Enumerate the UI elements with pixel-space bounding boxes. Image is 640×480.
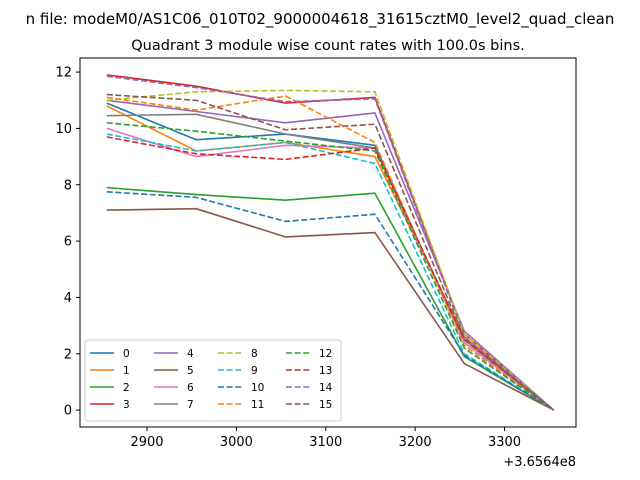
series-line-5 — [106, 207, 555, 411]
y-axis: 0 2 4 6 8 10 12 — [55, 66, 80, 419]
y-tick-label: 6 — [64, 235, 72, 250]
legend-label-4: 4 — [187, 348, 194, 360]
y-tick-label: 0 — [64, 404, 72, 419]
x-axis-offset-label: +3.6564e8 — [503, 455, 576, 470]
legend-label-2: 2 — [123, 382, 130, 394]
x-tick-label: 3200 — [399, 435, 432, 450]
legend-label-13: 13 — [319, 365, 332, 377]
series-line-14 — [106, 75, 555, 411]
legend-label-10: 10 — [251, 382, 264, 394]
x-tick-label: 3100 — [309, 435, 342, 450]
series-line-2 — [106, 186, 555, 411]
plot-frame — [79, 57, 577, 428]
legend-box — [84, 339, 342, 422]
series-line-8 — [106, 89, 555, 411]
x-tick-label: 2900 — [130, 435, 163, 450]
legend-label-5: 5 — [187, 365, 194, 377]
legend-label-3: 3 — [123, 399, 130, 411]
series-layer — [106, 74, 555, 411]
x-tick-label: 3300 — [488, 435, 521, 450]
legend-label-7: 7 — [187, 399, 194, 411]
legend-label-12: 12 — [319, 348, 332, 360]
y-tick-label: 12 — [55, 66, 72, 81]
legend-label-9: 9 — [251, 365, 258, 377]
series-line-15 — [106, 93, 555, 411]
y-tick-label: 2 — [64, 347, 72, 362]
legend-label-14: 14 — [319, 382, 333, 394]
legend-label-0: 0 — [123, 348, 130, 360]
y-tick-label: 4 — [64, 291, 72, 306]
x-tick-label: 3000 — [220, 435, 253, 450]
series-line-11 — [106, 95, 555, 411]
y-tick-label: 8 — [64, 178, 72, 193]
legend-label-15: 15 — [319, 399, 332, 411]
series-line-10 — [106, 191, 555, 411]
series-line-13 — [106, 136, 555, 411]
legend-label-6: 6 — [187, 382, 194, 394]
legend-label-1: 1 — [123, 365, 130, 377]
figure-suptitle: n file: modeM0/AS1C06_010T02_9000004618_… — [26, 10, 615, 29]
legend-label-11: 11 — [251, 399, 264, 411]
chart-title: Quadrant 3 module wise count rates with … — [131, 38, 525, 54]
series-line-12 — [106, 122, 555, 411]
legend-label-8: 8 — [251, 348, 258, 360]
series-line-4 — [106, 99, 555, 411]
x-axis: 2900 3000 3100 3200 3300 — [130, 427, 521, 450]
y-tick-label: 10 — [55, 122, 72, 137]
